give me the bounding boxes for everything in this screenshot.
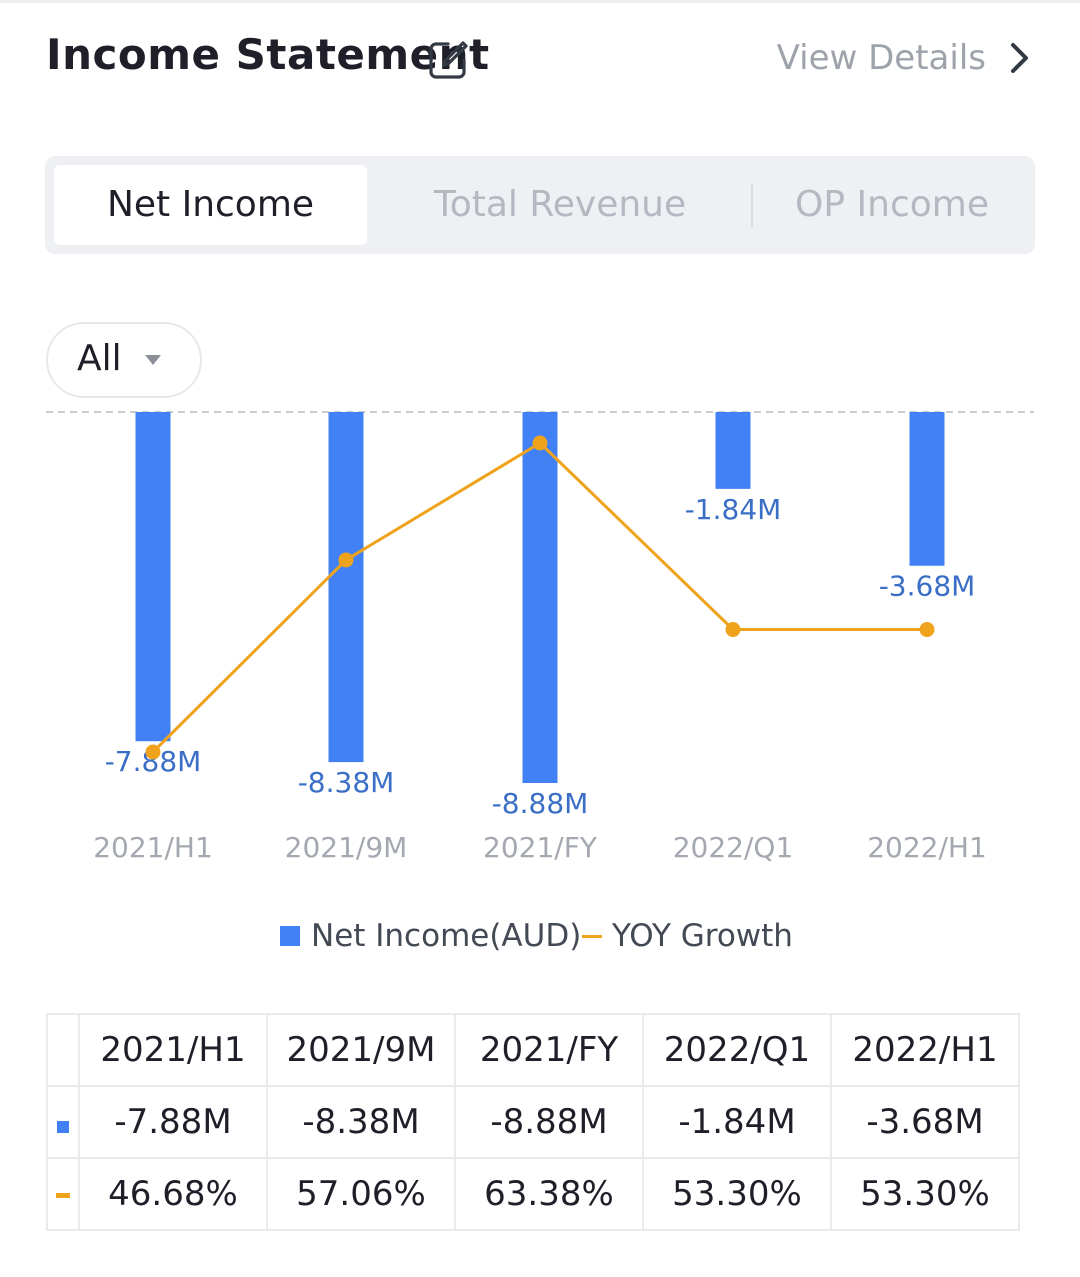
table-cell: 57.06%: [266, 1157, 456, 1231]
bar-key-icon: [57, 1121, 69, 1133]
bar-net-income: [135, 412, 171, 742]
caret-down-icon: [145, 355, 161, 365]
x-axis-tick-label: 2021/9M: [285, 831, 408, 864]
table-row-yoy-growth: 46.68% 57.06% 63.38% 53.30% 53.30%: [46, 1157, 1020, 1231]
edit-icon[interactable]: [426, 38, 470, 82]
yoy-growth-point: [338, 552, 354, 568]
tab-net-income[interactable]: Net Income: [54, 165, 367, 245]
table-row-net-income: -7.88M -8.38M -8.88M -1.84M -3.68M: [46, 1085, 1020, 1159]
metric-tabs: Net Income Total Revenue OP Income: [45, 156, 1035, 254]
x-axis-tick-label: 2022/H1: [867, 831, 987, 864]
x-axis-tick-label: 2021/FY: [483, 831, 598, 864]
tab-op-income[interactable]: OP Income: [795, 184, 989, 225]
period-filter-value: All: [77, 338, 122, 379]
yoy-growth-point: [532, 435, 548, 451]
period-filter-dropdown[interactable]: All: [46, 322, 202, 398]
income-data-table: 2021/H1 2021/9M 2021/FY 2022/Q1 2022/H1 …: [46, 1013, 1020, 1231]
bar-value-label: -1.84M: [685, 493, 782, 526]
table-cell: 53.30%: [642, 1157, 832, 1231]
legend-line-swatch: [582, 935, 602, 938]
table-header-cell: 2021/9M: [266, 1013, 456, 1087]
legend-yoy-growth: YOY Growth: [612, 918, 793, 954]
table-cell: -8.88M: [454, 1085, 644, 1159]
yoy-key-cell: [46, 1157, 80, 1231]
table-header-cell: 2022/H1: [830, 1013, 1020, 1087]
table-cell: 63.38%: [454, 1157, 644, 1231]
net-income-key-cell: [46, 1085, 80, 1159]
table-cell: -8.38M: [266, 1085, 456, 1159]
tab-total-revenue[interactable]: Total Revenue: [433, 184, 687, 225]
table-cell: -7.88M: [78, 1085, 268, 1159]
bar-net-income: [328, 412, 364, 763]
yoy-growth-point: [145, 744, 161, 760]
table-cell: -3.68M: [830, 1085, 1020, 1159]
bar-value-label: -8.88M: [492, 787, 589, 820]
bar-value-label: -3.68M: [879, 570, 976, 603]
x-axis-tick-label: 2022/Q1: [673, 831, 794, 864]
x-axis-tick-label: 2021/H1: [93, 831, 213, 864]
tab-separator: [751, 184, 753, 228]
top-divider: [0, 0, 1080, 3]
yoy-growth-point: [919, 622, 935, 638]
table-corner-cell: [46, 1013, 80, 1087]
page-title: Income Statement: [46, 30, 490, 79]
chevron-right-icon[interactable]: [1006, 40, 1034, 76]
bar-net-income: [522, 412, 558, 783]
view-details-link[interactable]: View Details: [776, 38, 986, 78]
bar-net-income: [909, 412, 945, 566]
legend-net-income: Net Income(AUD): [311, 918, 582, 954]
legend-bar-swatch: [280, 926, 300, 946]
table-cell: 46.68%: [78, 1157, 268, 1231]
table-header-row: 2021/H1 2021/9M 2021/FY 2022/Q1 2022/H1: [46, 1013, 1020, 1087]
table-header-cell: 2021/FY: [454, 1013, 644, 1087]
yoy-growth-point: [725, 622, 741, 638]
table-cell: -1.84M: [642, 1085, 832, 1159]
table-header-cell: 2022/Q1: [642, 1013, 832, 1087]
table-cell: 53.30%: [830, 1157, 1020, 1231]
line-key-icon: [56, 1193, 70, 1198]
bar-net-income: [715, 412, 751, 489]
table-header-cell: 2021/H1: [78, 1013, 268, 1087]
chart-legend: Net Income(AUD) YOY Growth: [0, 912, 1080, 960]
bar-value-label: -8.38M: [298, 766, 395, 799]
